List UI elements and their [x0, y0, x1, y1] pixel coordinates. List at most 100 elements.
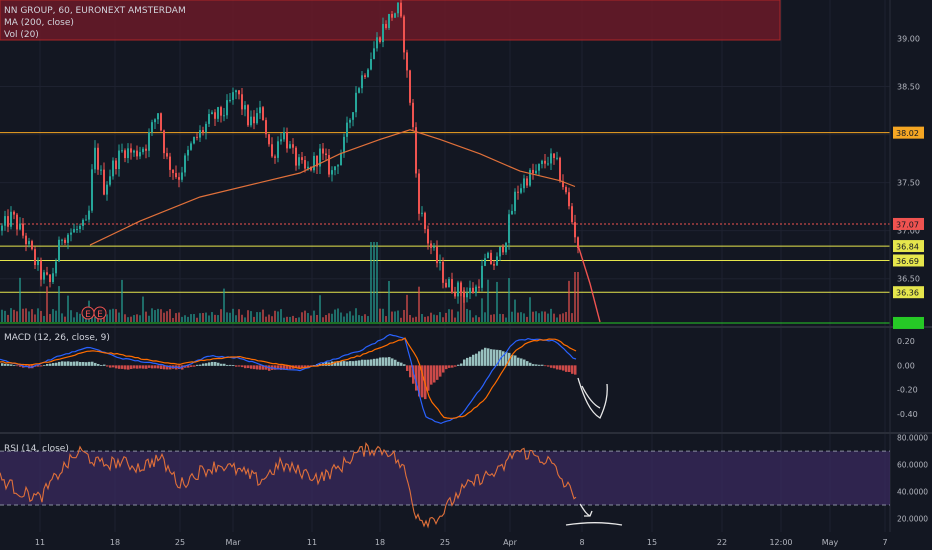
macd-hist-bar: [205, 363, 208, 366]
candle-body: [82, 219, 84, 227]
macd-hist-bar: [112, 365, 115, 368]
candle-body: [418, 173, 420, 214]
volume-bar: [385, 316, 387, 322]
volume-bar: [151, 308, 153, 322]
candle-body: [226, 100, 228, 116]
candle-body: [151, 122, 153, 133]
time-tick-8: 8: [579, 538, 584, 547]
macd-hist-bar: [52, 363, 55, 366]
volume-bar: [184, 315, 186, 322]
candle-body: [568, 192, 570, 207]
macd-hist-bar: [262, 365, 265, 370]
volume-bar: [256, 312, 258, 322]
candle-body: [136, 150, 138, 157]
candle-body: [562, 181, 564, 188]
volume-bar: [130, 316, 132, 322]
candle-body: [91, 169, 93, 211]
candle-body: [421, 212, 423, 214]
macd-legend[interactable]: MACD (12, 26, close, 9): [4, 333, 110, 343]
volume-bar: [307, 313, 309, 322]
macd-hist-bar: [1, 363, 4, 366]
volume-bar: [160, 309, 162, 322]
candle-body: [340, 153, 342, 166]
candle-body: [265, 120, 267, 135]
macd-hist-bar: [235, 365, 238, 367]
volume-bar: [250, 311, 252, 322]
volume-bar: [565, 311, 567, 322]
candle-body: [406, 52, 408, 71]
volume-bar: [49, 314, 51, 322]
candle-body: [499, 246, 501, 257]
volume-bar: [415, 316, 417, 322]
candle-body: [346, 122, 348, 137]
candle-body: [133, 150, 135, 153]
macd-hist-bar: [142, 365, 145, 369]
earnings-marker-2[interactable]: [93, 306, 107, 320]
macd-hist-bar: [40, 365, 43, 367]
macd-axis-ticks: 0.20 0.00 -0.20 -0.40: [897, 337, 918, 419]
volume-bar: [502, 314, 504, 322]
candle-body: [112, 160, 114, 177]
macd-hist-bar: [4, 363, 7, 366]
candle-body: [73, 229, 75, 233]
volume-bar: [40, 310, 42, 322]
volume-bar: [79, 313, 81, 322]
ma-legend[interactable]: MA (200, close): [4, 18, 74, 28]
volume-bar: [166, 311, 168, 322]
macd-hist-bar: [136, 365, 139, 369]
volume-bar: [334, 309, 336, 322]
volume-bar: [115, 309, 117, 322]
macd-hist-bar: [70, 361, 73, 366]
macd-hist-bar: [454, 365, 457, 367]
volume-bar: [508, 278, 510, 322]
candle-body: [253, 116, 255, 124]
volume-bar: [481, 298, 483, 322]
macd-hist-bar: [202, 363, 205, 366]
macd-hist-bar: [361, 359, 364, 366]
candle-body: [385, 23, 387, 28]
candle-body: [121, 150, 123, 152]
volume-bar: [388, 280, 390, 322]
volume-bar: [514, 299, 516, 322]
candle-body: [283, 132, 285, 140]
volume-bar: [211, 312, 213, 322]
macd-hist-bar: [550, 365, 553, 368]
macd-hist-bar: [517, 357, 520, 366]
volume-bar: [289, 316, 291, 322]
candle-body: [514, 191, 516, 211]
level-tag-bg-2: [893, 240, 924, 253]
candle-body: [553, 153, 555, 159]
macd-hist-bar: [568, 365, 571, 373]
macd-hist-bar: [91, 361, 94, 366]
macd-hist-bar: [145, 365, 148, 369]
candle-body: [217, 107, 219, 119]
rsi-tick-3: 20.0000: [897, 515, 928, 524]
volume-bar: [568, 280, 570, 322]
volume-bar: [406, 294, 408, 322]
macd-tick-1: 0.00: [897, 361, 915, 370]
volume-bar: [541, 311, 543, 322]
earnings-marker-2-label: E: [97, 310, 103, 320]
volume-bar: [103, 314, 105, 322]
volume-bar: [55, 310, 57, 322]
volume-bar: [259, 312, 261, 322]
candle-body: [400, 2, 402, 17]
volume-bar: [262, 309, 264, 322]
volume-bar: [553, 313, 555, 322]
rsi-legend[interactable]: RSI (14, close): [4, 444, 69, 454]
candle-body: [532, 169, 534, 174]
macd-hist-bar: [184, 365, 187, 368]
volume-bar: [313, 310, 315, 322]
candle-body: [298, 157, 300, 166]
macd-hist-bar: [100, 364, 103, 366]
volume-bar: [76, 312, 78, 322]
volume-bar: [340, 312, 342, 322]
candle-body: [376, 37, 378, 49]
candle-body: [367, 69, 369, 77]
macd-hist-bar: [484, 347, 487, 366]
volume-legend[interactable]: Vol (20): [4, 30, 39, 40]
macd-hist-bar: [565, 365, 568, 372]
macd-hist-bar: [436, 365, 439, 380]
candle-body: [484, 258, 486, 266]
